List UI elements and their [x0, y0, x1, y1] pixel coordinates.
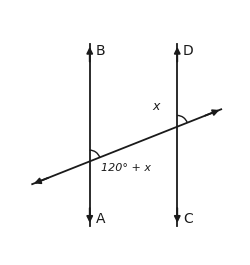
Text: D: D [182, 44, 193, 58]
Text: B: B [95, 44, 105, 58]
Text: 120° + x: 120° + x [101, 164, 151, 173]
Text: C: C [182, 212, 192, 226]
Text: x: x [152, 100, 159, 113]
Text: A: A [95, 212, 105, 226]
